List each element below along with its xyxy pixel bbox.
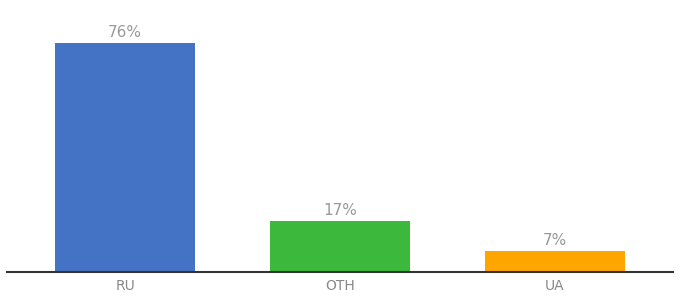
Text: 76%: 76%	[108, 25, 142, 40]
Bar	[55, 43, 195, 272]
Text: 7%: 7%	[543, 233, 567, 248]
Bar	[485, 251, 625, 272]
Text: 17%: 17%	[323, 203, 357, 218]
Bar	[270, 221, 410, 272]
